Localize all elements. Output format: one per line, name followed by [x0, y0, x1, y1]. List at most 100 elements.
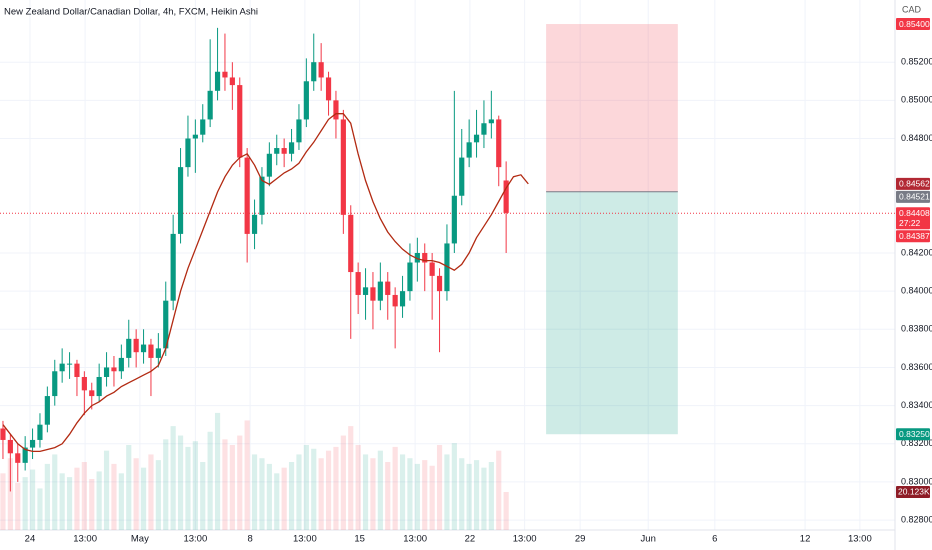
candle-body	[37, 424, 43, 440]
volume-bar	[229, 445, 235, 530]
candle-body	[362, 287, 369, 295]
candle-body	[311, 62, 317, 82]
candle-body	[333, 100, 339, 120]
volume-bar	[133, 458, 139, 530]
candle-body	[44, 396, 50, 425]
volume-bar	[296, 454, 302, 530]
candle-body	[96, 376, 102, 397]
countdown: 27:22	[899, 218, 921, 228]
candle-body	[52, 371, 58, 397]
volume-bar	[118, 473, 124, 530]
candle-body	[503, 180, 509, 213]
candle-body	[385, 281, 391, 295]
candle-body	[436, 275, 443, 292]
volume-bar	[74, 467, 80, 530]
volume-bar	[318, 458, 324, 530]
y-tick-label: 0.82800	[901, 514, 932, 524]
price-label: 0.83250	[899, 429, 930, 439]
candle-body	[259, 176, 265, 215]
y-tick-label: 0.85200	[901, 57, 932, 67]
chart-title: New Zealand Dollar/Canadian Dollar, 4h, …	[4, 7, 258, 18]
stop-zone	[546, 24, 678, 192]
volume-bar	[207, 431, 213, 530]
volume-label: 20.123K	[898, 487, 930, 497]
currency: CAD	[902, 4, 922, 14]
volume-bar	[185, 446, 191, 530]
candle-body	[133, 338, 139, 353]
candle-body	[229, 77, 235, 86]
volume-bar	[111, 463, 117, 530]
volume-bar	[192, 441, 198, 530]
candle-body	[207, 90, 213, 120]
volume-bar	[89, 479, 95, 530]
volume-bar	[266, 463, 272, 530]
candle-body	[377, 281, 383, 301]
candle-body	[7, 439, 13, 454]
x-tick-label: 6	[712, 534, 717, 545]
volume-bar	[59, 473, 65, 530]
volume-bar	[214, 412, 221, 530]
volume-bar	[251, 454, 258, 530]
candle-body	[155, 348, 161, 358]
volume-bar	[259, 458, 265, 530]
volume-bar	[377, 450, 383, 530]
volume-bar	[362, 454, 369, 530]
y-tick-label: 0.83800	[901, 324, 932, 334]
y-tick-label: 0.84200	[901, 247, 932, 257]
candle-body	[111, 367, 117, 372]
volume-bar	[126, 445, 132, 530]
y-tick-label: 0.83400	[901, 400, 932, 410]
volume-bar	[200, 462, 206, 530]
candle-body	[118, 357, 124, 372]
candle-body	[66, 363, 73, 365]
volume-bar	[496, 450, 502, 530]
candle-body	[81, 376, 87, 391]
volume-bar	[37, 488, 43, 530]
candle-body	[214, 71, 221, 91]
x-tick-label: 12	[800, 534, 811, 545]
candle-body	[318, 62, 324, 78]
candle-body	[429, 262, 435, 276]
volume-bar	[429, 465, 435, 530]
candle-body	[392, 294, 398, 307]
price-label-box	[896, 190, 930, 203]
x-tick-label: 8	[247, 534, 252, 545]
volume-bar	[274, 473, 280, 530]
candle-body	[370, 287, 376, 301]
plot	[0, 0, 896, 550]
x-tick-label: May	[131, 534, 149, 545]
volume-bar	[22, 477, 28, 530]
volume-bar	[473, 460, 480, 530]
y-tick-label: 0.83200	[901, 438, 932, 448]
candle-body	[407, 262, 413, 292]
y-tick-label: 0.85000	[901, 95, 932, 105]
x-tick-label: 13:00	[73, 534, 97, 545]
y-tick-label: 0.84000	[901, 286, 932, 296]
candle-body	[444, 243, 450, 292]
volume-bar	[303, 445, 309, 530]
y-tick-label: 0.83000	[901, 476, 932, 486]
price-label: 0.85400	[899, 19, 930, 29]
x-tick-label: 13:00	[848, 534, 872, 545]
candle-body	[103, 367, 110, 377]
candle-body	[340, 119, 346, 215]
x-tick-label: 13:00	[403, 534, 427, 545]
candle-body	[237, 85, 243, 158]
volume-bar	[370, 458, 376, 530]
candle-body	[288, 142, 295, 154]
candle-body	[451, 195, 457, 244]
candle-body	[0, 428, 6, 440]
volume-bar	[44, 463, 50, 530]
candle-body	[355, 272, 361, 295]
volume-bar	[15, 482, 21, 530]
price-label: 0.84387	[899, 231, 930, 241]
candle-body	[281, 148, 287, 154]
volume-bar	[163, 439, 169, 530]
price-label-box	[896, 18, 930, 31]
candle-body	[89, 390, 95, 397]
volume-bar	[96, 471, 102, 530]
price-label-box	[896, 177, 930, 190]
volume-bar	[325, 450, 332, 530]
candle-body	[170, 233, 176, 301]
candle-body	[29, 439, 36, 448]
